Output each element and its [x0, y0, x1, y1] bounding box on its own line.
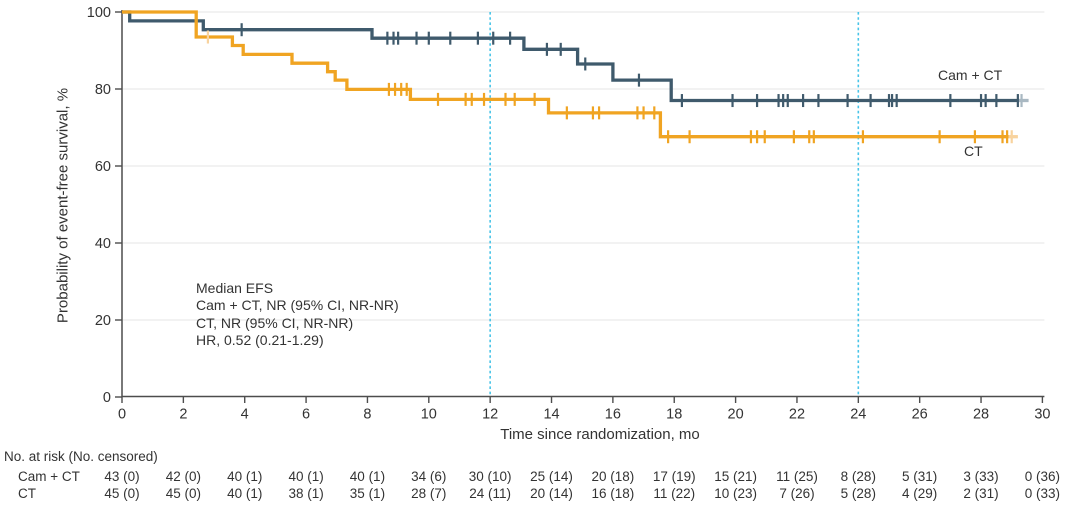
risk-table-header: No. at risk (No. censored) — [4, 449, 158, 464]
y-tick-label: 60 — [95, 159, 111, 175]
risk-cell-camct-6mo: 40 (1) — [288, 469, 324, 484]
risk-cell-camct-2mo: 42 (0) — [165, 469, 201, 484]
risk-cell-camct-24mo: 8 (28) — [840, 469, 876, 484]
x-tick-label: 8 — [363, 407, 371, 423]
risk-cell-camct-12mo: 30 (10) — [468, 469, 512, 484]
risk-cell-ct-16mo: 16 (18) — [591, 486, 635, 501]
risk-cell-ct-26mo: 4 (29) — [902, 486, 938, 501]
risk-cell-camct-8mo: 40 (1) — [349, 469, 386, 484]
y-tick-label: 80 — [95, 82, 111, 98]
annotation-line-median-efs: Median EFS — [196, 280, 274, 296]
risk-cell-camct-10mo: 34 (6) — [411, 469, 447, 484]
x-tick-label: 20 — [728, 407, 744, 423]
x-tick-label: 26 — [912, 407, 928, 423]
x-tick-label: 2 — [179, 407, 187, 423]
risk-cell-ct-24mo: 5 (28) — [840, 486, 876, 501]
risk-cell-camct-30mo: 0 (36) — [1024, 469, 1061, 484]
x-tick-label: 28 — [973, 407, 989, 423]
x-tick-label: 12 — [482, 407, 498, 423]
risk-cell-camct-28mo: 3 (33) — [963, 469, 999, 484]
risk-cell-ct-22mo: 7 (26) — [779, 486, 815, 501]
y-tick-label: 40 — [95, 236, 111, 252]
risk-cell-ct-6mo: 38 (1) — [288, 486, 324, 501]
curve-label-camct: Cam + CT — [938, 67, 1003, 83]
median-efs-annotation: Median EFS Cam + CT, NR (95% CI, NR-NR) … — [196, 280, 399, 350]
y-tick-label: 0 — [103, 390, 111, 406]
risk-cell-camct-18mo: 17 (19) — [652, 469, 696, 484]
y-tick-label: 100 — [87, 5, 111, 21]
risk-cell-camct-22mo: 11 (25) — [776, 469, 818, 484]
risk-cell-ct-18mo: 11 (22) — [653, 486, 696, 501]
risk-cell-camct-20mo: 15 (21) — [714, 469, 757, 484]
risk-cell-ct-28mo: 2 (31) — [963, 486, 999, 501]
risk-cell-ct-2mo: 45 (0) — [165, 486, 201, 501]
risk-cell-ct-12mo: 24 (11) — [469, 486, 512, 501]
x-tick-label: 24 — [850, 407, 866, 423]
x-tick-label: 22 — [789, 407, 805, 423]
x-tick-label: 0 — [118, 407, 126, 423]
risk-cell-camct-0mo: 43 (0) — [104, 469, 140, 484]
risk-cell-camct-14mo: 25 (14) — [530, 469, 573, 484]
x-tick-label: 10 — [421, 407, 437, 423]
x-tick-label: 4 — [241, 407, 249, 423]
risk-row-label-camct: Cam + CT — [18, 469, 80, 484]
risk-cell-ct-10mo: 28 (7) — [411, 486, 447, 501]
risk-cell-ct-8mo: 35 (1) — [349, 486, 386, 501]
risk-row-label-ct: CT — [18, 486, 36, 501]
x-tick-label: 30 — [1034, 407, 1050, 423]
x-tick-label: 18 — [666, 407, 682, 423]
x-axis-title: Time since randomization, mo — [500, 426, 700, 443]
risk-cell-ct-0mo: 45 (0) — [104, 486, 140, 501]
risk-cell-camct-26mo: 5 (31) — [902, 469, 938, 484]
x-tick-label: 14 — [543, 407, 559, 423]
annotation-line-hr: HR, 0.52 (0.21-1.29) — [196, 332, 324, 349]
risk-cell-camct-16mo: 20 (18) — [591, 469, 635, 484]
annotation-line-ct: CT, NR (95% CI, NR-NR) — [196, 314, 354, 331]
risk-cell-ct-14mo: 20 (14) — [530, 486, 573, 501]
km-curve-camct — [122, 10, 1018, 103]
y-axis-title: Probability of event-free survival, % — [54, 87, 72, 324]
risk-cell-ct-30mo: 0 (33) — [1024, 486, 1061, 501]
annotation-line-camct: Cam + CT, NR (95% CI, NR-NR) — [196, 297, 399, 314]
y-tick-label: 20 — [95, 313, 111, 329]
risk-cell-ct-4mo: 40 (1) — [227, 486, 263, 501]
risk-cell-camct-4mo: 40 (1) — [227, 469, 263, 484]
x-tick-label: 16 — [605, 407, 621, 423]
km-curve-ct — [122, 10, 1009, 139]
curve-label-ct: CT — [964, 143, 983, 159]
risk-cell-ct-20mo: 10 (23) — [714, 486, 757, 501]
x-tick-label: 6 — [302, 407, 310, 423]
